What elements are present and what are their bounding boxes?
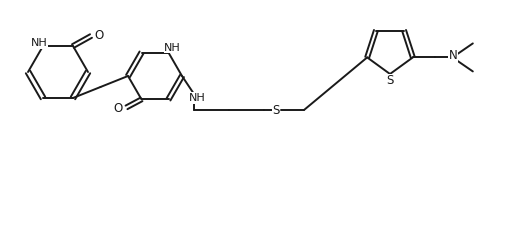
Text: S: S (272, 104, 280, 116)
Text: NH: NH (31, 38, 47, 48)
Text: O: O (114, 102, 123, 115)
Text: O: O (94, 29, 104, 41)
Text: NH: NH (164, 43, 181, 53)
Text: N: N (449, 49, 457, 62)
Text: NH: NH (189, 93, 205, 103)
Text: S: S (386, 74, 394, 88)
